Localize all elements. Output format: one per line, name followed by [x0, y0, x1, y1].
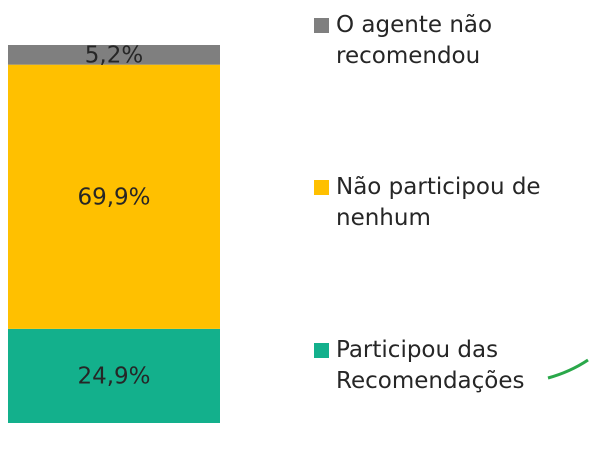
decor-curve	[547, 358, 589, 380]
legend-item: Participou das Recomendações	[314, 335, 576, 397]
legend-item: O agente não recomendou	[314, 10, 576, 72]
legend-label: Participou das Recomendações	[336, 337, 525, 394]
data-label: 24,9%	[77, 363, 150, 389]
legend-swatch	[314, 180, 329, 195]
bar-segment	[8, 45, 220, 65]
legend-swatch	[314, 343, 329, 358]
bar-segment	[8, 328, 220, 423]
bar-segment	[8, 64, 220, 329]
legend-item: Não participou de nenhum	[314, 172, 576, 234]
legend-label: O agente não recomendou	[336, 12, 493, 69]
legend-swatch	[314, 18, 329, 33]
data-label: 69,9%	[77, 184, 150, 210]
data-label: 5,2%	[85, 42, 143, 68]
legend-label: Não participou de nenhum	[336, 174, 541, 231]
